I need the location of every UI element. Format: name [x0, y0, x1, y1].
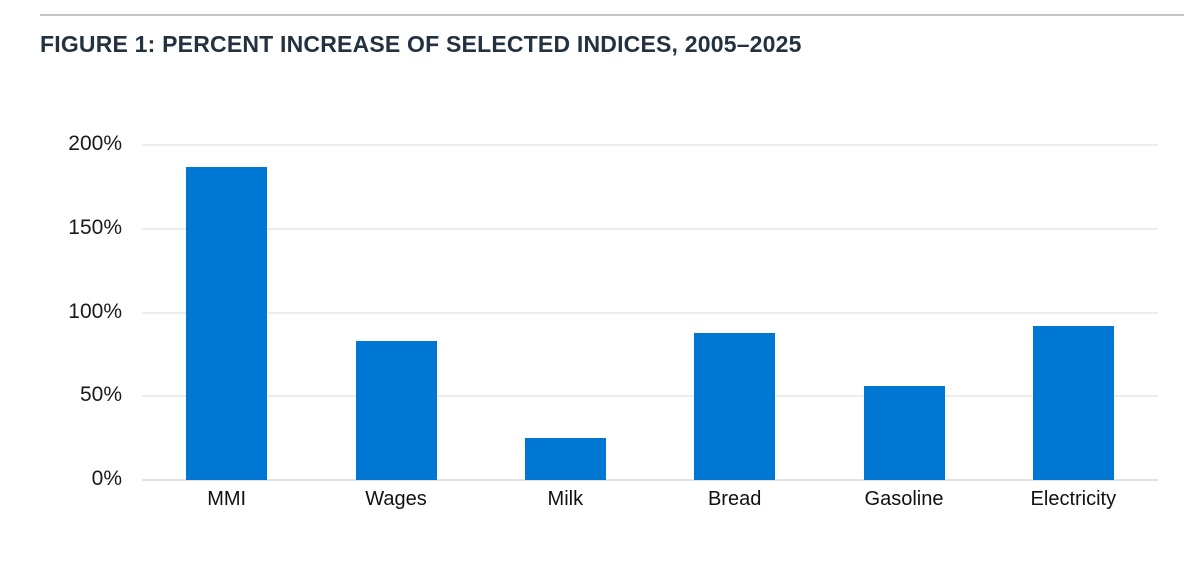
bar-wages: [355, 340, 437, 480]
y-axis-tick-label: 100%: [68, 299, 122, 323]
gridline-0: [142, 479, 1158, 481]
bar-mmi: [186, 166, 268, 480]
y-axis-tick-label: 0%: [91, 467, 122, 490]
x-axis-category-label: Bread: [707, 488, 762, 510]
gridline-100: [142, 311, 1158, 314]
x-axis-category-label: MMI: [207, 488, 247, 510]
gridline-150: [142, 227, 1158, 230]
x-axis-category-label: Electricity: [1030, 488, 1117, 510]
top-divider: [40, 14, 1184, 16]
y-axis-tick-label: 200%: [68, 132, 122, 155]
y-axis-tick-label: 150%: [68, 215, 122, 239]
bar-bread: [694, 332, 776, 480]
y-axis-tick-label: 50%: [79, 383, 122, 407]
bar-chart-plot-area: 0% 50% 100% 150% 200% MMI Wages Milk Bread Gasoli…: [68, 133, 1158, 510]
x-axis-category-label: Milk: [547, 488, 584, 510]
figure-title: FIGURE 1: PERCENT INCREASE OF SELECTED I…: [40, 31, 802, 57]
bar-milk: [524, 438, 606, 480]
bar-gasoline: [863, 386, 945, 480]
bar-electricity: [1032, 325, 1114, 480]
gridline-50: [142, 395, 1158, 398]
x-axis-category-label: Gasoline: [864, 488, 944, 510]
x-axis-category-label: Wages: [365, 488, 427, 510]
gridline-200: [142, 144, 1158, 146]
